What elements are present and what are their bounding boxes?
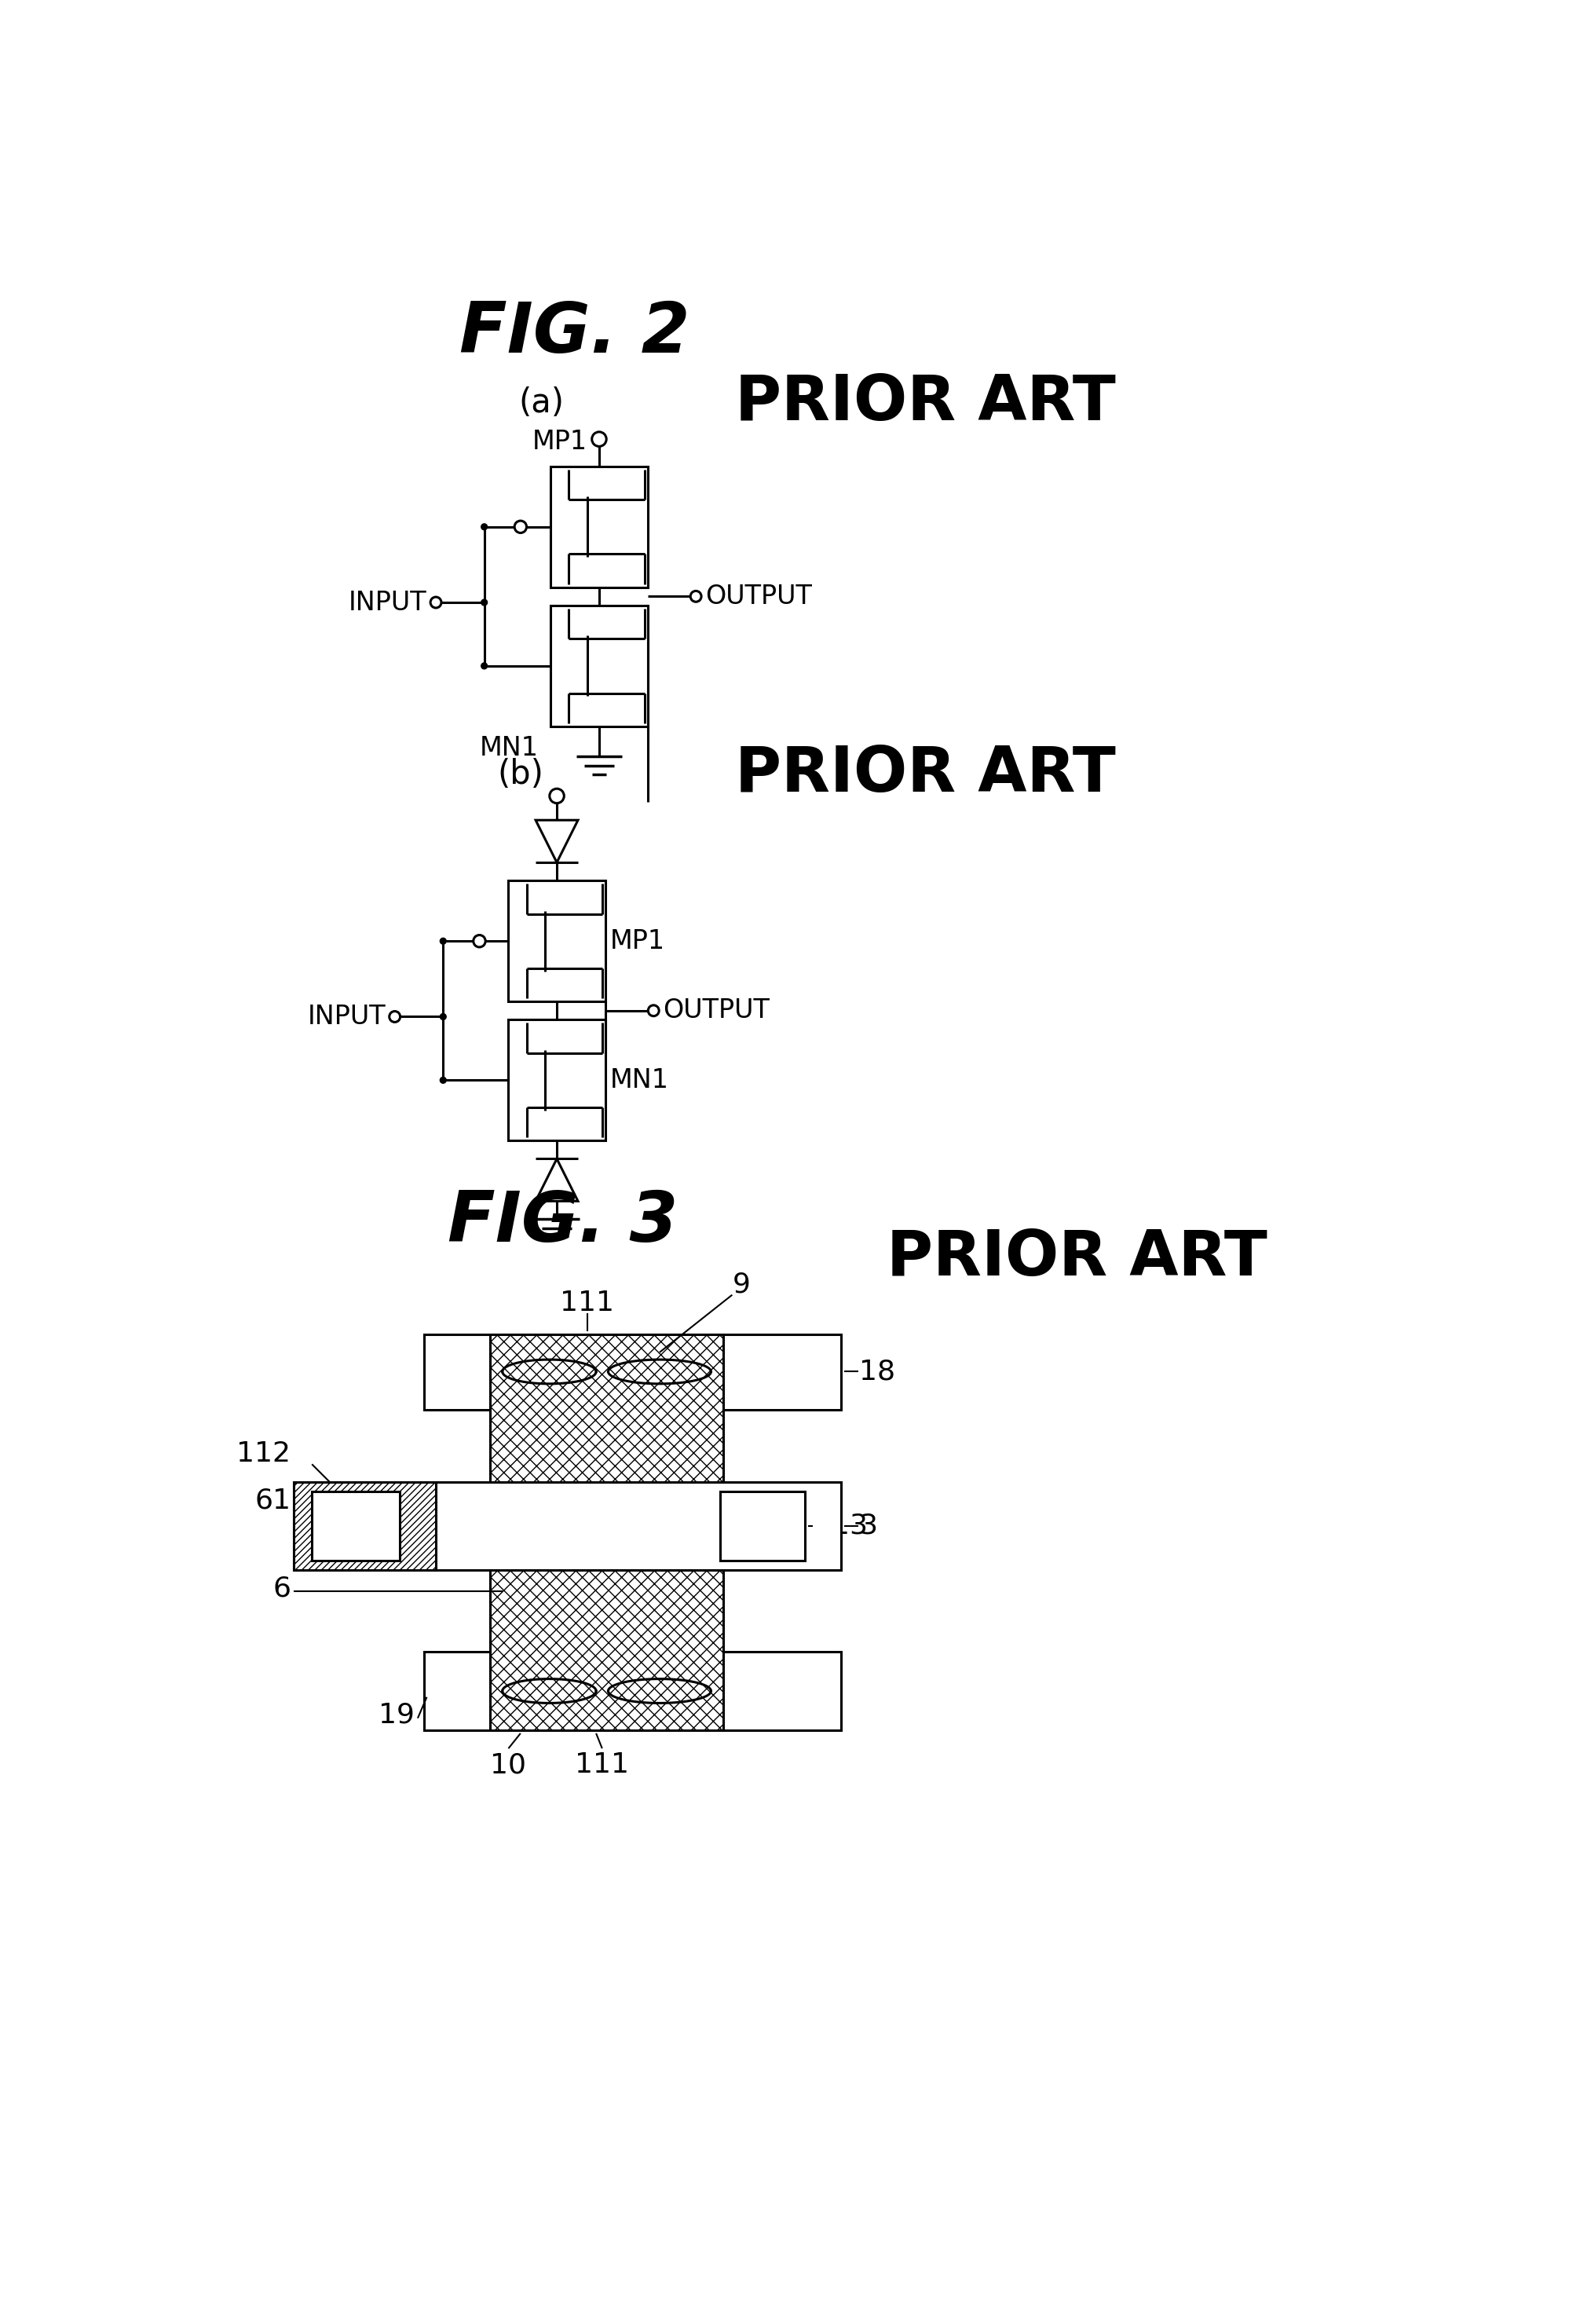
- Text: OUTPUT: OUTPUT: [662, 997, 769, 1023]
- Text: MN1: MN1: [610, 1067, 668, 1092]
- Circle shape: [648, 1006, 659, 1016]
- Bar: [508, 881, 606, 1002]
- Bar: [551, 467, 648, 588]
- Circle shape: [515, 521, 527, 532]
- Text: FIG. 3: FIG. 3: [447, 1188, 678, 1257]
- Text: PRIOR ART: PRIOR ART: [736, 372, 1116, 435]
- Bar: [312, 1492, 400, 1562]
- Bar: [293, 1483, 841, 1571]
- Text: FIG. 2: FIG. 2: [460, 300, 690, 367]
- Text: 9: 9: [733, 1271, 750, 1297]
- Circle shape: [439, 937, 447, 946]
- Text: OUTPUT: OUTPUT: [704, 583, 811, 609]
- Bar: [424, 1334, 841, 1411]
- Circle shape: [430, 597, 441, 609]
- Text: 111: 111: [560, 1290, 613, 1315]
- Circle shape: [549, 788, 565, 804]
- Text: (a): (a): [519, 386, 565, 418]
- Circle shape: [474, 934, 485, 948]
- Text: PRIOR ART: PRIOR ART: [736, 744, 1116, 806]
- Text: PRIOR ART: PRIOR ART: [886, 1227, 1268, 1290]
- Text: 3: 3: [860, 1513, 877, 1538]
- Bar: [551, 607, 648, 727]
- Circle shape: [480, 662, 488, 669]
- Text: 6: 6: [273, 1576, 290, 1601]
- Bar: [293, 1483, 436, 1571]
- Text: MN1: MN1: [480, 734, 538, 762]
- Circle shape: [389, 1011, 400, 1023]
- Circle shape: [439, 1013, 447, 1020]
- Text: 61: 61: [254, 1487, 290, 1513]
- Text: 10: 10: [491, 1752, 527, 1778]
- Text: (b): (b): [497, 758, 543, 790]
- Circle shape: [592, 432, 606, 446]
- Bar: [720, 1492, 805, 1562]
- Text: 19: 19: [378, 1701, 414, 1729]
- Text: INPUT: INPUT: [308, 1004, 386, 1030]
- Text: 18: 18: [860, 1357, 896, 1385]
- Bar: [424, 1652, 841, 1731]
- Bar: [490, 1334, 723, 1731]
- Text: 113: 113: [814, 1513, 868, 1538]
- Circle shape: [439, 1076, 447, 1083]
- Text: INPUT: INPUT: [348, 590, 427, 616]
- Bar: [508, 1020, 606, 1141]
- Text: 111: 111: [576, 1752, 629, 1778]
- Circle shape: [690, 590, 701, 602]
- Text: MP1: MP1: [532, 430, 587, 456]
- Text: 112: 112: [237, 1441, 290, 1466]
- Circle shape: [480, 600, 488, 607]
- Circle shape: [480, 523, 488, 530]
- Text: MP1: MP1: [610, 927, 665, 955]
